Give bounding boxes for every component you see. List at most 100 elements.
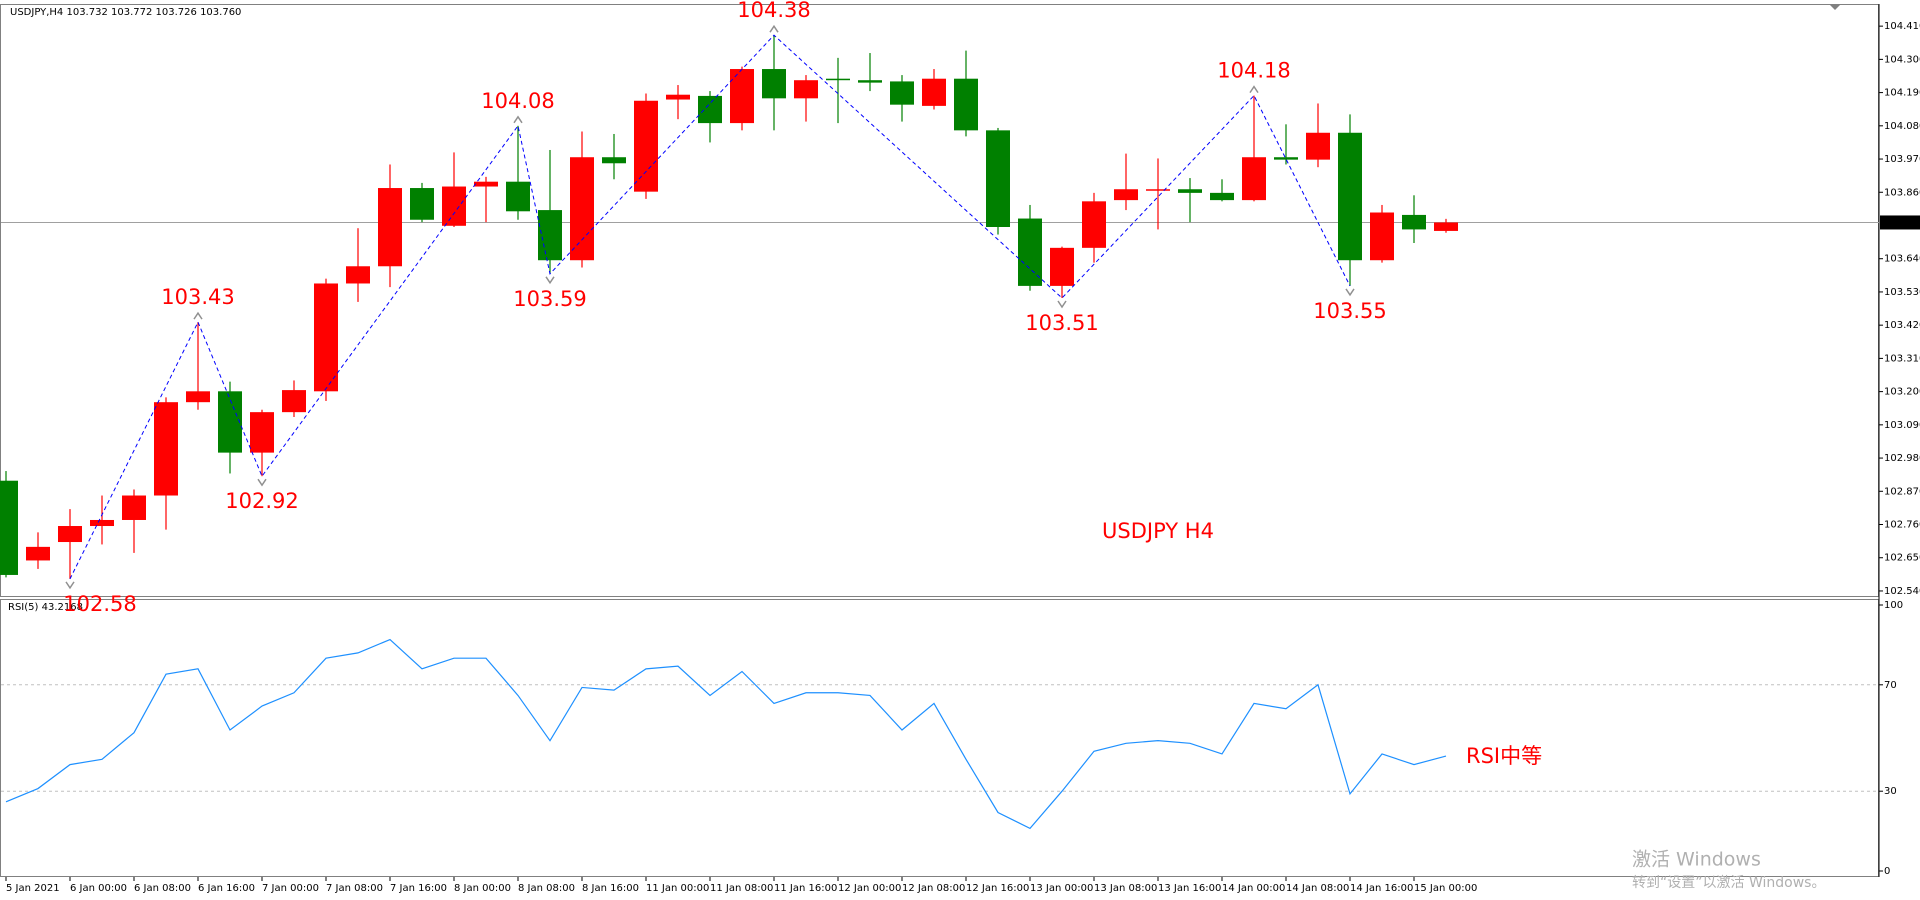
y-tick-label: 102.870 — [1884, 486, 1920, 497]
candle-body — [282, 390, 306, 413]
candle-body — [442, 186, 466, 226]
swing-label: 102.58 — [63, 592, 136, 616]
candle-body — [1434, 222, 1458, 231]
current-price-label: 103.760 — [1884, 217, 1920, 228]
swing-marker — [193, 311, 203, 320]
candle-body — [1370, 212, 1394, 261]
shift-marker — [1830, 5, 1840, 10]
candle-body — [1402, 214, 1426, 230]
x-tick-label: 6 Jan 08:00 — [134, 883, 191, 894]
candle-body — [730, 69, 754, 124]
candle-body — [1018, 218, 1042, 286]
x-tick-label: 11 Jan 00:00 — [646, 883, 709, 894]
swing-label: 104.18 — [1217, 59, 1290, 83]
candle-body — [474, 181, 498, 187]
x-tick-label: 7 Jan 08:00 — [326, 883, 383, 894]
x-tick-label: 8 Jan 16:00 — [582, 883, 639, 894]
y-tick-label: 103.640 — [1884, 254, 1920, 265]
candle-body — [154, 402, 178, 496]
candle-body — [1210, 192, 1234, 201]
y-tick-label: 30 — [1884, 786, 1897, 797]
candle-body — [602, 157, 626, 164]
rsi-line — [5, 638, 1447, 830]
candle-body — [570, 157, 594, 261]
swing-marker — [1057, 300, 1067, 309]
y-tick-label: 104.410 — [1884, 21, 1920, 32]
y-tick-label: 104.080 — [1884, 121, 1920, 132]
zigzag — [69, 34, 1351, 580]
y-tick-label: 102.540 — [1884, 586, 1920, 597]
candle-body — [1306, 132, 1330, 160]
x-tick-label: 15 Jan 00:00 — [1414, 883, 1477, 894]
candle-body — [1178, 189, 1202, 193]
swing-label: 103.43 — [161, 285, 234, 309]
x-tick-label: 14 Jan 00:00 — [1222, 883, 1285, 894]
swing-marker — [1345, 288, 1355, 297]
candle-body — [954, 78, 978, 131]
y-tick-label: 70 — [1884, 680, 1897, 691]
x-tick-label: 14 Jan 08:00 — [1286, 883, 1349, 894]
candle-body — [314, 283, 338, 392]
y-tick-label: 103.530 — [1884, 287, 1920, 298]
swing-label: 102.92 — [225, 489, 298, 513]
y-tick-label: 103.860 — [1884, 187, 1920, 198]
candle-body — [634, 100, 658, 192]
annotation: USDJPY H4 — [1102, 519, 1214, 543]
x-tick-label: 12 Jan 00:00 — [838, 883, 901, 894]
candle-body — [506, 181, 530, 212]
swing-marker — [545, 276, 555, 285]
swing-marker — [65, 581, 75, 590]
x-tick-label: 13 Jan 16:00 — [1158, 883, 1221, 894]
y-tick-label: 0 — [1884, 866, 1890, 877]
rsi-annotation: RSI中等 — [1466, 744, 1542, 768]
x-tick-label: 11 Jan 08:00 — [710, 883, 773, 894]
x-tick-label: 14 Jan 16:00 — [1350, 883, 1413, 894]
candle-body — [1050, 247, 1074, 286]
candle-body — [250, 412, 274, 453]
candle-body — [0, 480, 18, 575]
candle-body — [922, 78, 946, 106]
candle-body — [826, 78, 850, 81]
swing-label: 103.59 — [513, 287, 586, 311]
y-tick-label: 103.970 — [1884, 154, 1920, 165]
x-tick-label: 13 Jan 08:00 — [1094, 883, 1157, 894]
x-tick-label: 11 Jan 16:00 — [774, 883, 837, 894]
candle-body — [762, 69, 786, 99]
y-tick-label: 102.760 — [1884, 520, 1920, 531]
x-tick-label: 8 Jan 08:00 — [518, 883, 575, 894]
swing-label: 103.55 — [1313, 299, 1386, 323]
y-tick-label: 103.310 — [1884, 353, 1920, 364]
swing-marker — [1249, 85, 1259, 94]
x-tick-label: 8 Jan 00:00 — [454, 883, 511, 894]
candle-body — [538, 210, 562, 261]
y-tick-label: 102.980 — [1884, 453, 1920, 464]
candle-body — [410, 188, 434, 220]
x-tick-label: 5 Jan 2021 — [6, 883, 60, 894]
candle-body — [890, 81, 914, 105]
x-tick-label: 12 Jan 16:00 — [966, 883, 1029, 894]
watermark-title: 激活 Windows — [1632, 849, 1761, 871]
swing-label: 103.51 — [1025, 311, 1098, 335]
y-tick-label: 103.420 — [1884, 320, 1920, 331]
swing-marker — [257, 478, 267, 487]
y-tick-label: 100 — [1884, 600, 1903, 611]
y-tick-label: 103.090 — [1884, 420, 1920, 431]
candle-body — [1338, 132, 1362, 261]
x-tick-label: 12 Jan 08:00 — [902, 883, 965, 894]
candle-body — [698, 95, 722, 124]
candle-body — [90, 519, 114, 527]
x-tick-label: 6 Jan 00:00 — [70, 883, 127, 894]
y-tick-label: 104.300 — [1884, 54, 1920, 65]
swing-marker — [769, 24, 779, 33]
candle-body — [186, 391, 210, 403]
watermark-subtitle: 转到“设置”以激活 Windows。 — [1632, 874, 1825, 891]
candle-body — [794, 80, 818, 99]
rsi-panel — [0, 599, 1879, 877]
candle-body — [58, 526, 82, 543]
candle-body — [346, 266, 370, 284]
candle-body — [218, 391, 242, 453]
swing-marker — [513, 115, 523, 124]
candle-body — [1146, 189, 1170, 191]
candle-body — [858, 80, 882, 83]
